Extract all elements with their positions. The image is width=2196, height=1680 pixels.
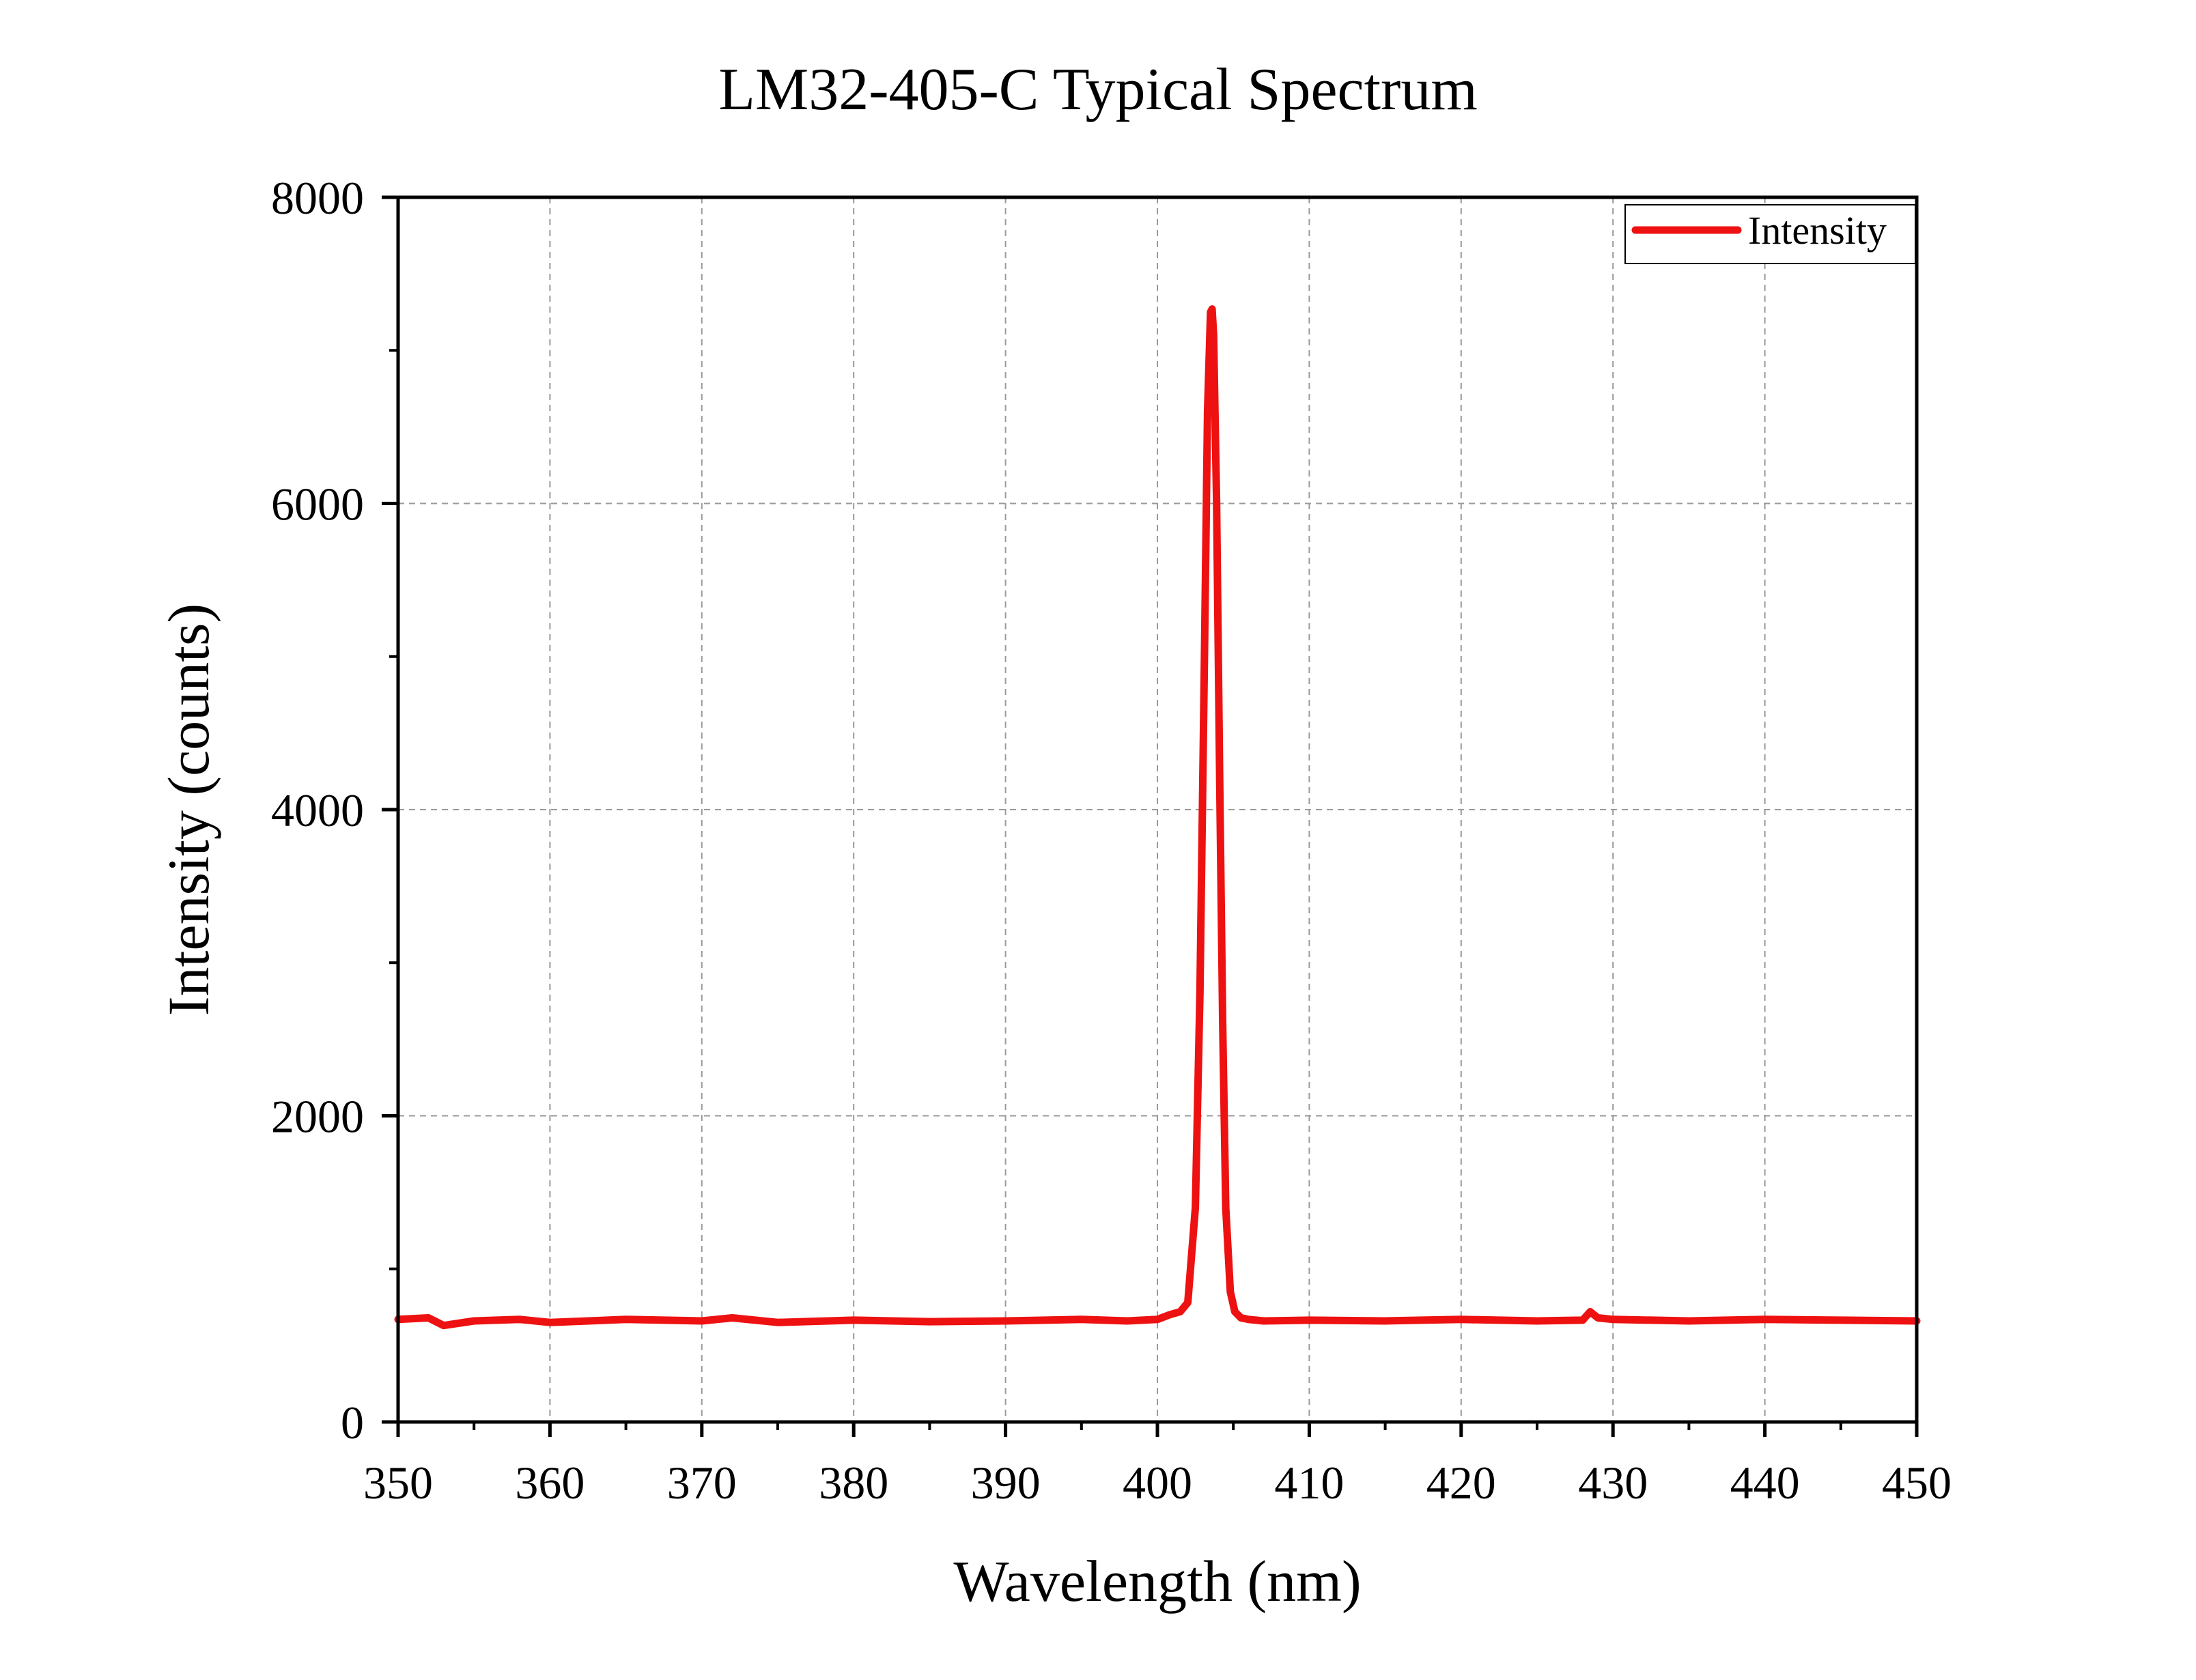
x-tick-label: 390 (971, 1457, 1041, 1509)
chart-title: LM32-405-C Typical Spectrum (718, 57, 1478, 123)
x-tick-label: 350 (363, 1457, 433, 1509)
x-tick-label: 410 (1274, 1457, 1344, 1509)
x-tick-label: 400 (1123, 1457, 1192, 1509)
legend-label: Intensity (1748, 208, 1887, 253)
y-tick-label: 4000 (271, 784, 364, 836)
series-layer (394, 305, 1921, 1330)
y-tick-label: 0 (341, 1397, 364, 1449)
y-axis-label: Intensity (counts) (156, 603, 221, 1016)
x-tick-label: 360 (515, 1457, 585, 1509)
x-tick-label: 430 (1578, 1457, 1648, 1509)
x-tick-label: 380 (819, 1457, 888, 1509)
legend-box (1624, 204, 1916, 264)
x-tick-label: 440 (1730, 1457, 1800, 1509)
y-tick-label: 2000 (271, 1091, 364, 1143)
series-line-intensity (394, 305, 1921, 1330)
y-tick-label: 8000 (271, 172, 364, 224)
x-tick-label: 370 (667, 1457, 737, 1509)
plot-frame (396, 195, 1919, 1424)
x-tick-label: 420 (1426, 1457, 1496, 1509)
x-tick-labels: 350 360 370 380 390 400 410 420 430 440 450 (363, 1457, 1952, 1509)
y-tick-labels: 0 2000 4000 6000 8000 (271, 172, 364, 1449)
x-axis-label: Wavelength (nm) (953, 1548, 1361, 1614)
legend: Intensity (1624, 204, 1916, 264)
grid-lines (398, 197, 1917, 1422)
y-tick-label: 6000 (271, 479, 364, 530)
x-tick-label: 450 (1882, 1457, 1952, 1509)
